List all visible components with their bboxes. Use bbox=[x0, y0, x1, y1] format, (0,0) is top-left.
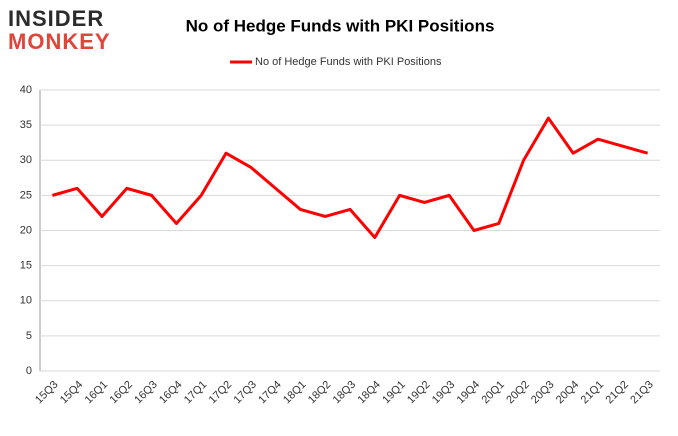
x-tick-label: 20Q2 bbox=[504, 379, 532, 407]
x-tick-label: 17Q3 bbox=[231, 379, 259, 407]
x-tick-label: 19Q1 bbox=[380, 379, 408, 407]
chart-title: No of Hedge Funds with PKI Positions bbox=[186, 16, 495, 35]
y-tick-label: 40 bbox=[20, 84, 32, 96]
x-tick-label: 16Q2 bbox=[107, 379, 135, 407]
x-tick-label: 20Q4 bbox=[554, 379, 582, 407]
x-tick-label: 19Q3 bbox=[430, 379, 458, 407]
x-tick-label: 21Q3 bbox=[628, 379, 656, 407]
x-tick-label: 21Q1 bbox=[579, 379, 607, 407]
y-tick-label: 25 bbox=[20, 189, 32, 201]
x-tick-label: 18Q2 bbox=[306, 379, 334, 407]
x-tick-label: 20Q3 bbox=[529, 379, 557, 407]
x-tick-label: 20Q1 bbox=[479, 379, 507, 407]
y-tick-label: 20 bbox=[20, 224, 32, 236]
x-tick-label: 19Q2 bbox=[405, 379, 433, 407]
y-tick-label: 30 bbox=[20, 154, 32, 166]
logo-line2: MONKEY bbox=[8, 29, 111, 54]
y-tick-label: 5 bbox=[26, 330, 32, 342]
x-tick-label: 15Q3 bbox=[33, 379, 61, 407]
x-tick-label: 17Q4 bbox=[256, 379, 284, 407]
data-line bbox=[51, 116, 649, 240]
x-tick-label: 16Q4 bbox=[157, 379, 185, 407]
legend-label: No of Hedge Funds with PKI Positions bbox=[255, 56, 442, 68]
x-tick-label: 16Q3 bbox=[132, 379, 160, 407]
x-tick-label: 21Q2 bbox=[603, 379, 631, 407]
x-tick-label: 17Q1 bbox=[182, 379, 210, 407]
x-tick-label: 15Q4 bbox=[58, 379, 86, 407]
x-tick-label: 17Q2 bbox=[207, 379, 235, 407]
logo-line1: INSIDER bbox=[8, 6, 104, 31]
x-tick-label: 18Q1 bbox=[281, 379, 309, 407]
y-tick-label: 10 bbox=[20, 295, 32, 307]
x-tick-label: 18Q4 bbox=[355, 379, 383, 407]
x-tick-label: 19Q4 bbox=[455, 379, 483, 407]
y-tick-label: 0 bbox=[26, 365, 32, 377]
x-tick-label: 16Q1 bbox=[83, 379, 111, 407]
y-tick-label: 15 bbox=[20, 260, 32, 272]
y-tick-label: 35 bbox=[20, 119, 32, 131]
x-tick-label: 18Q3 bbox=[331, 379, 359, 407]
